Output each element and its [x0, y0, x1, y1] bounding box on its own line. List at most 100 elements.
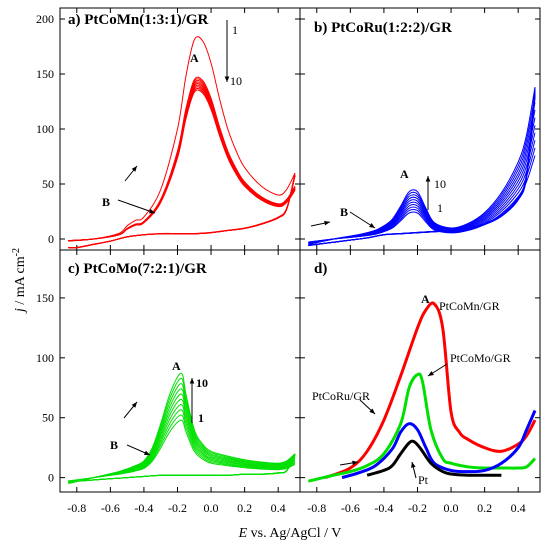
- panel-c-cycle-5-forward: [68, 398, 296, 483]
- panel-b-cycle-10-reverse: [308, 87, 536, 247]
- panel-b-cycle-first-label: 1: [437, 201, 443, 215]
- panel-d-series-ptcomn-gr: [324, 301, 537, 480]
- panel-c-plot: [68, 372, 296, 485]
- y-tick-label: 0: [48, 471, 54, 485]
- y-tick-label: 50: [42, 411, 54, 425]
- panel-c-title: c) PtCoMo(7:2:1)/GR: [68, 261, 207, 277]
- panel-b-cycle-3-reverse: [308, 95, 536, 246]
- x-tick-label: 0.2: [237, 501, 252, 515]
- panel-a-peak-a-label: A: [190, 51, 199, 65]
- panel-b-title: b) PtCoRu(1:2:2)/GR: [314, 20, 452, 36]
- panel-b-peak-a-label: A: [400, 167, 409, 181]
- panel-d-scan-arrow-head: [352, 460, 358, 466]
- panel-c-cycle-10-forward: [68, 372, 296, 485]
- panel-b-cycle-6-forward: [308, 117, 536, 244]
- panel-b-cycle-9-reverse: [308, 88, 536, 247]
- panel-d-plot: [308, 301, 537, 483]
- panel-c-cycle-10-reverse: [68, 453, 296, 482]
- panel-c-cycle-first-label: 1: [198, 411, 204, 425]
- panel-a-peak-b-pointer: [117, 199, 156, 214]
- panel-c-cycle-2-forward: [68, 414, 296, 482]
- panel-c-scan-arrow-head: [131, 402, 137, 408]
- panel-a-plot: [68, 36, 296, 249]
- x-tick-label: 0.0: [204, 501, 219, 515]
- x-tick-label: -0.2: [168, 501, 187, 515]
- x-tick-label: -0.8: [307, 501, 326, 515]
- panel-b-cycle-5-forward: [308, 125, 536, 244]
- y-tick-label: 100: [36, 122, 54, 136]
- panel-d-frame: [299, 249, 541, 493]
- panel-b-cycle-5-reverse: [308, 92, 536, 246]
- x-tick-label: 0.0: [444, 501, 459, 515]
- panel-d-series-ptcoru-gr: [341, 409, 537, 480]
- panel-a-cycle-1-reverse: [68, 172, 296, 249]
- panel-b-cycle-4-forward: [308, 132, 536, 244]
- panel-b-scan-arrow-head: [324, 220, 330, 226]
- panel-c-cycle-arrow-head: [189, 378, 195, 384]
- panel-c-cycle-9-forward: [68, 377, 296, 484]
- panel-b-cycle-4-reverse: [308, 93, 536, 246]
- panel-b-cycle-6-reverse: [308, 91, 536, 246]
- panel-a-scan-arrow-head: [131, 166, 137, 172]
- panel-d-ptcomo-pointer-head: [428, 371, 434, 376]
- panel-b-cycle-9-forward: [308, 94, 536, 245]
- y-axis-label: j / mA cm-2: [11, 248, 28, 314]
- panel-d-title: d): [314, 261, 327, 277]
- panel-a-cycle-last-label: 10: [230, 74, 242, 88]
- panel-c-cycle-6-forward: [68, 393, 296, 483]
- x-tick-label: -0.6: [101, 501, 120, 515]
- panel-b: [299, 7, 541, 251]
- panel-d-series-ptcomo-gr: [308, 372, 537, 483]
- panel-b-cycle-10-forward: [308, 87, 536, 245]
- panel-a-cycle-10-forward: [68, 89, 296, 242]
- y-tick-label: 150: [36, 291, 54, 305]
- panel-a-cycle-1-forward: [68, 36, 296, 242]
- panel-b-cycle-7-reverse: [308, 90, 536, 246]
- panel-c-cycle-last-label: 10: [196, 376, 208, 390]
- panel-b-cycle-7-forward: [308, 109, 536, 245]
- panel-b-cycle-last-label: 10: [434, 177, 446, 191]
- panel-d-ptcoru-pointer-head: [369, 408, 375, 414]
- panel-b-cycle-8-forward: [308, 102, 536, 245]
- x-tick-label: 0.4: [511, 501, 526, 515]
- panel-a-frame: [59, 7, 301, 251]
- panel-b-cycle-arrow-head: [425, 176, 431, 182]
- panel-a-cycle-9-forward: [68, 87, 296, 242]
- panel-b-peak-b-label: B: [340, 205, 348, 219]
- panel-c-cycle-8-forward: [68, 383, 296, 484]
- panel-c-peak-b-pointer-head: [144, 450, 150, 455]
- y-axis-label-unit: / mA cm: [13, 256, 28, 308]
- panel-a-title: a) PtCoMn(1:3:1)/GR: [68, 12, 209, 28]
- panel-d-series-pt: [366, 439, 502, 477]
- panel-a: 0 50 100 150 200: [36, 7, 301, 251]
- x-tick-label: -0.6: [341, 501, 360, 515]
- panel-d-label-ptcomo: PtCoMo/GR: [450, 351, 511, 365]
- panel-a-peak-b-pointer-head: [149, 208, 155, 214]
- panel-d-label-ptcomn: PtCoMn/GR: [439, 299, 500, 313]
- panel-c: -0.8 -0.6 -0.4 -0.2 0.0 0.2 0.4 0 50 100 150: [36, 249, 301, 515]
- panel-a-peak-b-label: B: [102, 195, 110, 209]
- x-axis-label-symbol: E: [238, 526, 248, 541]
- panel-d: -0.8 -0.6 -0.4 -0.2 0.0 0.2 0.4: [299, 249, 541, 515]
- y-axis-label-symbol: j: [13, 308, 28, 314]
- panel-d-label-ptcoru: PtCoRu/GR: [312, 389, 370, 403]
- panel-b-cycle-3-forward: [308, 140, 536, 244]
- panel-a-cycle-7-forward: [68, 84, 296, 242]
- panel-c-cycle-1-forward: [68, 419, 296, 482]
- panel-c-cycle-7-forward: [68, 388, 296, 484]
- y-tick-label: 0: [48, 232, 54, 246]
- panel-d-peak-a-label: A: [421, 292, 430, 306]
- x-tick-label: -0.4: [374, 501, 393, 515]
- x-tick-label: -0.8: [67, 501, 86, 515]
- panel-c-peak-b-label: B: [110, 438, 118, 452]
- panel-d-label-pt: Pt: [418, 473, 429, 487]
- x-tick-label: -0.2: [408, 501, 427, 515]
- panel-b-peak-b-pointer-head: [369, 223, 375, 228]
- y-tick-label: 50: [42, 177, 54, 191]
- x-axis-label: E vs. Ag/AgCl / V: [238, 526, 342, 541]
- panel-a-cycle-10-reverse: [68, 175, 296, 249]
- panel-d-pt-pointer-head: [411, 462, 416, 468]
- panels: 0 50 100 150 200 -0.8 -0.6 -0.4 -0.2 0.0 0.2 0.4 0 50…: [36, 7, 541, 515]
- panel-b-cycle-8-reverse: [308, 89, 536, 246]
